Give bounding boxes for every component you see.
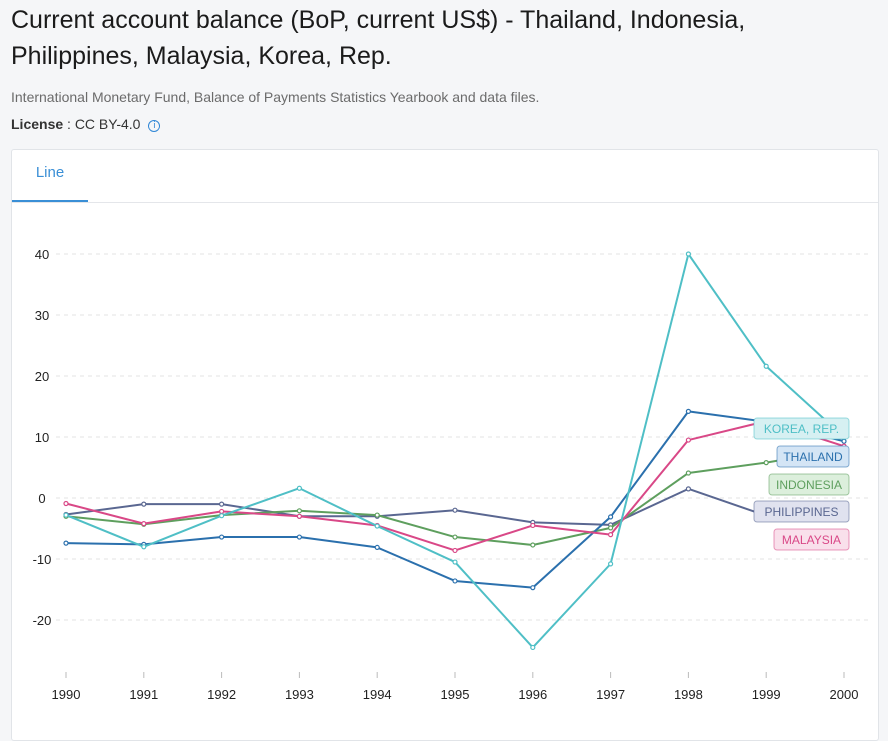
legend-label-0[interactable]: KOREA, REP.	[753, 417, 850, 440]
legend-label-box	[753, 500, 850, 523]
legend-label-2[interactable]: INDONESIA	[768, 473, 850, 496]
legend-label-1[interactable]: THAILAND	[776, 445, 850, 468]
data-point[interactable]	[374, 523, 380, 529]
y-tick-label: -10	[33, 552, 52, 567]
legend-label-text: MALAYSIA	[782, 533, 841, 547]
data-point[interactable]	[530, 542, 536, 548]
data-point[interactable]	[452, 547, 458, 554]
data-point[interactable]	[452, 578, 458, 584]
data-point[interactable]	[63, 500, 69, 507]
data-point[interactable]	[219, 508, 225, 515]
x-tick-label: 1994	[363, 687, 392, 702]
data-point[interactable]	[63, 512, 69, 518]
legend-label-3[interactable]: PHILIPPINES	[753, 500, 850, 523]
data-point[interactable]	[763, 363, 769, 369]
legend-label-box	[776, 445, 850, 468]
data-point[interactable]	[530, 644, 536, 651]
data-point[interactable]	[607, 561, 614, 567]
legend-label-text: PHILIPPINES	[764, 505, 838, 519]
page-title: Current account balance (BoP, current US…	[11, 6, 746, 70]
y-tick-label: 20	[35, 369, 49, 384]
x-tick-label: 1997	[596, 687, 625, 702]
line-chart: 40 30 20 10 0 -10 -20 1990 1991 1992 1993 1994 1995 1…	[33, 247, 870, 702]
data-point[interactable]	[685, 486, 692, 492]
data-point[interactable]	[374, 512, 380, 518]
license-line: License : CC BY-4.0 i	[11, 116, 161, 132]
legend-label-box	[773, 528, 850, 551]
data-point[interactable]	[607, 525, 614, 531]
x-tick-label: 1992	[207, 687, 236, 702]
info-icon[interactable]: i	[148, 120, 161, 132]
chart-panel: Line 40 30 20 10 0 -10 -20 1990 1991 1992 1993 1994…	[11, 149, 879, 741]
legend-label-text: INDONESIA	[776, 478, 842, 492]
x-tick-label: 1998	[674, 687, 703, 702]
data-point[interactable]	[374, 544, 380, 551]
y-tick-label: 30	[35, 308, 49, 323]
x-tick-label: 1995	[441, 687, 470, 702]
tab-bar: Line	[12, 150, 878, 203]
y-tick-label: -20	[33, 613, 52, 628]
data-point[interactable]	[452, 507, 458, 513]
data-point[interactable]	[296, 513, 302, 519]
legend-label-text: KOREA, REP.	[764, 422, 839, 436]
data-point[interactable]	[607, 532, 614, 538]
legend-label-4[interactable]: MALAYSIA	[773, 528, 850, 551]
data-point[interactable]	[530, 522, 536, 529]
data-point[interactable]	[530, 585, 536, 591]
license-label: License	[11, 116, 64, 132]
data-point[interactable]	[141, 544, 147, 550]
data-point[interactable]	[452, 534, 458, 540]
license-separator: :	[63, 116, 75, 132]
data-point[interactable]	[219, 534, 225, 540]
x-tick-label: 1993	[285, 687, 314, 702]
y-tick-label: 0	[38, 491, 45, 506]
data-point[interactable]	[219, 501, 225, 507]
x-tick-label: 1990	[52, 687, 81, 702]
data-point[interactable]	[296, 485, 302, 491]
data-point[interactable]	[296, 534, 302, 540]
data-point[interactable]	[685, 408, 692, 414]
source-note: International Monetary Fund, Balance of …	[11, 89, 540, 105]
data-point[interactable]	[607, 514, 614, 520]
legend-label-box	[753, 417, 850, 440]
y-tick-label: 10	[35, 430, 49, 445]
data-point[interactable]	[841, 438, 847, 444]
data-point[interactable]	[219, 513, 225, 519]
tab-line[interactable]: Line	[12, 150, 88, 202]
data-point[interactable]	[685, 470, 692, 476]
x-tick-label: 2000	[830, 687, 859, 702]
legend-label-text: THAILAND	[783, 450, 843, 464]
data-point[interactable]	[296, 508, 302, 514]
y-tick-label: 40	[35, 247, 49, 262]
x-tick-label: 1999	[752, 687, 781, 702]
x-tick-label: 1996	[518, 687, 547, 702]
data-point[interactable]	[452, 559, 458, 565]
x-tick-label: 1991	[129, 687, 158, 702]
data-point[interactable]	[763, 460, 769, 466]
license-value: CC BY-4.0	[74, 116, 141, 132]
data-point[interactable]	[685, 251, 692, 257]
series-line-0[interactable]	[65, 253, 845, 649]
data-point[interactable]	[141, 501, 147, 507]
data-point[interactable]	[685, 437, 692, 443]
data-point[interactable]	[63, 540, 69, 546]
data-point[interactable]	[141, 521, 147, 527]
legend-label-box	[768, 473, 850, 496]
